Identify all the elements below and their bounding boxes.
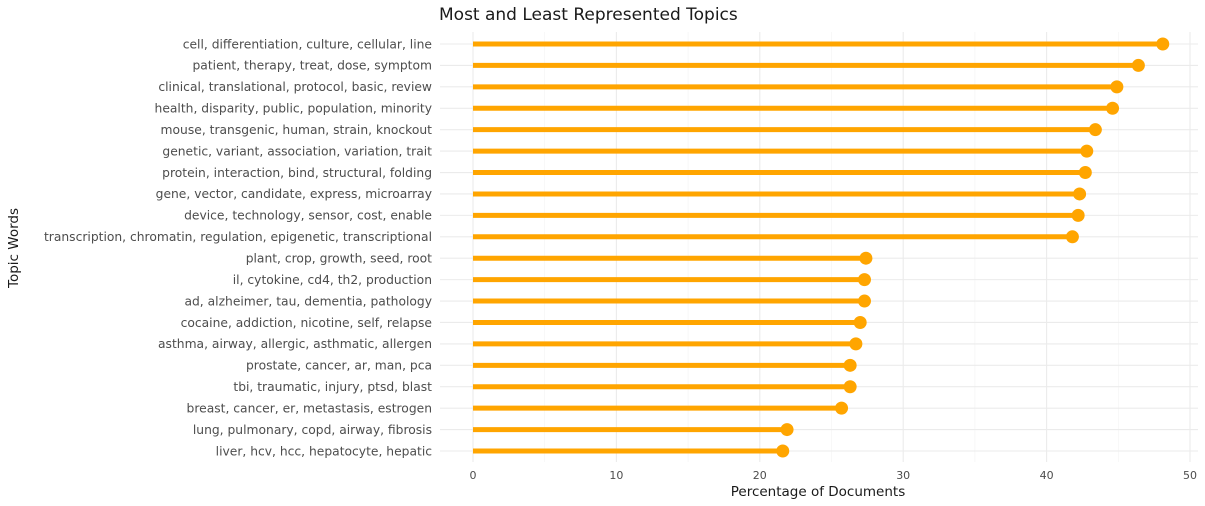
lollipop-dot — [1106, 101, 1120, 115]
category-label: lung, pulmonary, copd, airway, fibrosis — [193, 423, 432, 437]
x-tick-label: 0 — [470, 469, 477, 482]
x-tick-labels: 0 10 20 30 40 50 — [470, 469, 1198, 482]
lollipop-dot — [853, 315, 867, 329]
lollipop-dot — [1088, 123, 1102, 137]
lollipop-dot — [849, 337, 863, 351]
x-tick-label: 50 — [1183, 469, 1197, 482]
lollipop-dot — [1131, 58, 1145, 72]
chart-title: Most and Least Represented Topics — [439, 5, 738, 25]
category-label: asthma, airway, allergic, asthmatic, all… — [158, 337, 432, 351]
lollipop-dot — [1156, 37, 1170, 51]
category-labels: cell, differentiation, culture, cellular… — [44, 37, 432, 458]
x-axis-title: Percentage of Documents — [731, 484, 906, 500]
lollipop-dot — [1078, 166, 1092, 180]
category-label: il, cytokine, cd4, th2, production — [233, 273, 432, 287]
category-label: genetic, variant, association, variation… — [162, 144, 432, 158]
category-label: ad, alzheimer, tau, dementia, pathology — [184, 294, 432, 308]
category-label: mouse, transgenic, human, strain, knocko… — [161, 123, 433, 137]
x-tick-label: 10 — [609, 469, 623, 482]
lollipop-dot — [857, 294, 871, 308]
lollipop-dot — [859, 251, 873, 265]
category-label: device, technology, sensor, cost, enable — [184, 209, 432, 223]
lollipop-stems — [473, 41, 1163, 454]
lollipop-dot — [843, 358, 857, 372]
category-label: clinical, translational, protocol, basic… — [158, 80, 432, 94]
category-label: health, disparity, public, population, m… — [155, 102, 432, 116]
lollipop-dots — [776, 37, 1170, 458]
category-label: breast, cancer, er, metastasis, estrogen — [187, 401, 432, 415]
lollipop-dot — [1080, 144, 1094, 158]
category-label: cocaine, addiction, nicotine, self, rela… — [181, 316, 432, 330]
category-label: gene, vector, candidate, express, microa… — [156, 187, 432, 201]
category-label: liver, hcv, hcc, hepatocyte, hepatic — [216, 444, 432, 458]
category-label: patient, therapy, treat, dose, symptom — [192, 59, 432, 73]
category-label: plant, crop, growth, seed, root — [246, 252, 432, 266]
x-tick-label: 20 — [753, 469, 767, 482]
lollipop-dot — [780, 423, 794, 437]
x-tick-label: 30 — [896, 469, 910, 482]
lollipop-dot — [1065, 230, 1079, 244]
lollipop-dot — [1073, 187, 1087, 201]
category-label: protein, interaction, bind, structural, … — [162, 166, 432, 180]
lollipop-dot — [1071, 208, 1085, 222]
category-label: tbi, traumatic, injury, ptsd, blast — [233, 380, 432, 394]
lollipop-dot — [776, 444, 790, 458]
lollipop-dot — [1110, 80, 1124, 94]
lollipop-dot — [843, 380, 857, 394]
lollipop-dot — [835, 401, 849, 415]
lollipop-dot — [857, 273, 871, 287]
grid — [440, 32, 1198, 462]
category-label: prostate, cancer, ar, man, pca — [246, 359, 432, 373]
category-label: transcription, chromatin, regulation, ep… — [44, 230, 432, 244]
category-label: cell, differentiation, culture, cellular… — [183, 37, 432, 51]
x-tick-label: 40 — [1040, 469, 1054, 482]
y-axis-title: Topic Words — [6, 208, 22, 289]
